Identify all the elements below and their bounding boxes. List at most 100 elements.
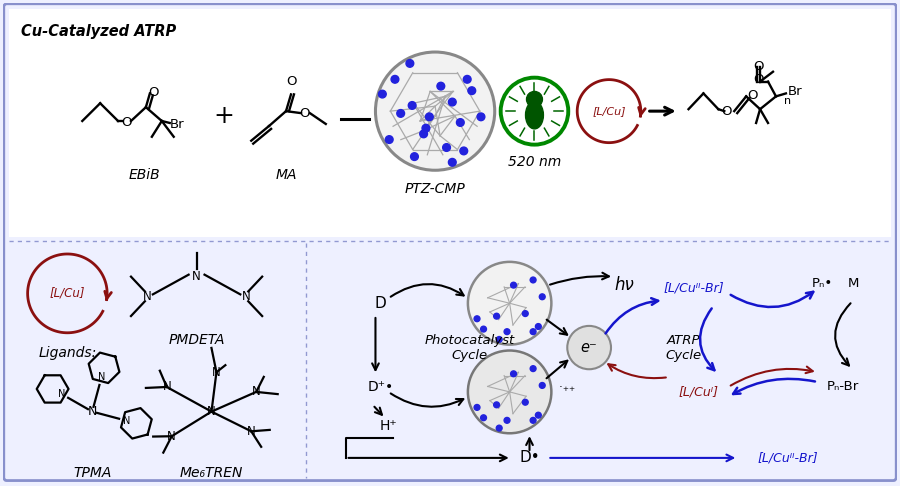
Text: O: O — [148, 87, 159, 99]
Text: [L/Cuᴵᴵ-Br]: [L/Cuᴵᴵ-Br] — [758, 451, 818, 465]
Text: Me₆TREN: Me₆TREN — [180, 466, 243, 480]
Circle shape — [536, 324, 541, 330]
Circle shape — [456, 119, 464, 126]
Circle shape — [474, 404, 480, 410]
Circle shape — [539, 294, 545, 300]
Circle shape — [481, 415, 487, 421]
Text: Photocatalyst
Cycle: Photocatalyst Cycle — [425, 333, 515, 362]
Text: N: N — [193, 270, 201, 283]
Text: n: n — [784, 96, 791, 106]
Text: [L/Cuᴵ]: [L/Cuᴵ] — [679, 385, 718, 399]
Text: O: O — [300, 106, 310, 120]
Text: N: N — [123, 416, 130, 426]
Text: N: N — [167, 430, 176, 443]
Circle shape — [422, 124, 430, 132]
Text: O: O — [752, 73, 763, 86]
Circle shape — [504, 329, 510, 334]
Circle shape — [375, 52, 495, 170]
Circle shape — [410, 153, 419, 160]
Circle shape — [504, 417, 510, 423]
Text: D: D — [374, 296, 386, 311]
Text: D•: D• — [519, 451, 540, 466]
Text: M: M — [848, 277, 859, 290]
Circle shape — [494, 402, 500, 408]
Text: Pₙ•: Pₙ• — [812, 277, 833, 290]
Text: H⁺: H⁺ — [380, 419, 397, 434]
Circle shape — [397, 109, 405, 117]
Text: TPMA: TPMA — [73, 466, 112, 480]
Bar — [9, 9, 891, 237]
Text: Br: Br — [170, 119, 184, 131]
Circle shape — [496, 425, 502, 431]
Text: PTZ-CMP: PTZ-CMP — [405, 182, 465, 196]
Circle shape — [437, 82, 445, 90]
Circle shape — [474, 316, 480, 322]
Circle shape — [530, 366, 536, 371]
Circle shape — [406, 60, 414, 67]
Circle shape — [385, 136, 393, 143]
Text: [L/Cu]: [L/Cu] — [592, 106, 626, 116]
Circle shape — [419, 130, 428, 138]
Circle shape — [510, 282, 517, 288]
Circle shape — [468, 262, 552, 345]
Text: Ligands:: Ligands: — [39, 346, 96, 360]
Text: 520 nm: 520 nm — [508, 156, 561, 170]
Text: N: N — [252, 385, 261, 399]
Circle shape — [448, 158, 456, 166]
Circle shape — [526, 91, 543, 107]
Circle shape — [539, 382, 545, 388]
Circle shape — [522, 399, 528, 405]
Circle shape — [522, 311, 528, 316]
Circle shape — [379, 90, 386, 98]
Text: N: N — [142, 290, 151, 303]
Circle shape — [426, 113, 433, 121]
Text: hν: hν — [614, 276, 634, 294]
Circle shape — [468, 350, 552, 434]
Text: MA: MA — [275, 168, 297, 182]
Circle shape — [530, 329, 536, 334]
Text: N: N — [207, 405, 216, 418]
Circle shape — [443, 144, 450, 151]
Circle shape — [494, 313, 500, 319]
Circle shape — [448, 98, 456, 106]
Circle shape — [468, 87, 476, 94]
Text: Pₙ-Br: Pₙ-Br — [826, 381, 859, 394]
Text: N: N — [212, 365, 220, 379]
Circle shape — [481, 326, 487, 332]
Text: e⁻: e⁻ — [580, 340, 598, 355]
Circle shape — [392, 75, 399, 83]
Circle shape — [510, 371, 517, 377]
Text: ATRP
Cycle: ATRP Cycle — [665, 333, 702, 362]
Text: N: N — [162, 381, 171, 394]
Circle shape — [530, 277, 536, 283]
Text: O: O — [121, 117, 131, 129]
Text: O: O — [747, 89, 758, 103]
Text: O: O — [287, 75, 297, 88]
FancyBboxPatch shape — [4, 4, 896, 481]
Text: O: O — [721, 104, 732, 118]
Text: O: O — [752, 60, 763, 73]
Circle shape — [460, 147, 468, 155]
Text: ˙⁺⁺: ˙⁺⁺ — [557, 385, 575, 399]
Ellipse shape — [526, 101, 544, 129]
Circle shape — [477, 113, 485, 121]
Text: N: N — [242, 290, 250, 303]
Text: N: N — [247, 425, 256, 438]
Circle shape — [496, 336, 502, 342]
Text: N: N — [87, 405, 97, 418]
Circle shape — [409, 102, 416, 109]
Text: [L/Cuᴵᴵ-Br]: [L/Cuᴵᴵ-Br] — [663, 282, 724, 295]
Circle shape — [536, 412, 541, 418]
Text: EBiB: EBiB — [129, 168, 161, 182]
Text: +: + — [213, 104, 234, 128]
Text: Cu-Catalyzed ATRP: Cu-Catalyzed ATRP — [21, 24, 176, 39]
Text: N: N — [58, 389, 65, 399]
Circle shape — [500, 78, 568, 145]
Circle shape — [530, 417, 536, 423]
Text: N: N — [98, 372, 105, 382]
Text: Br: Br — [788, 85, 803, 98]
Text: [L/Cu]: [L/Cu] — [50, 287, 86, 300]
Circle shape — [567, 326, 611, 369]
Circle shape — [464, 75, 471, 83]
Text: PMDETA: PMDETA — [168, 333, 225, 347]
